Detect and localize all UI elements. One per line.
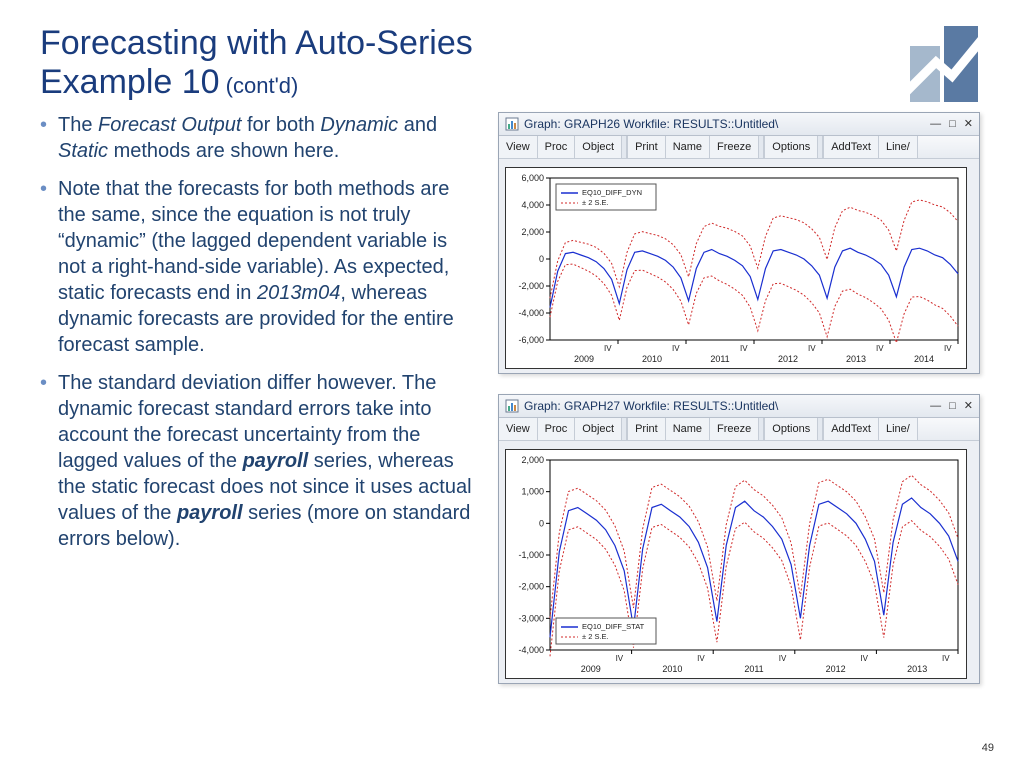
minimize-button[interactable]: — (930, 401, 941, 412)
title-contd: (cont'd) (220, 73, 299, 98)
maximize-button[interactable]: □ (949, 401, 956, 412)
window-titlebar: Graph: GRAPH27 Workfile: RESULTS::Untitl… (499, 395, 979, 418)
graphs-column: Graph: GRAPH26 Workfile: RESULTS::Untitl… (498, 112, 984, 684)
toolbar-button[interactable]: Options (765, 136, 818, 158)
logo-chart-icon (904, 18, 994, 102)
graph-window: Graph: GRAPH27 Workfile: RESULTS::Untitl… (498, 394, 980, 684)
svg-text:2013: 2013 (907, 664, 927, 674)
svg-text:IV: IV (604, 344, 612, 353)
svg-text:IV: IV (697, 654, 705, 663)
toolbar-button[interactable]: Name (666, 136, 710, 158)
svg-text:2012: 2012 (778, 354, 798, 364)
title-block: Forecasting with Auto-Series Example 10 … (40, 24, 984, 102)
svg-text:2012: 2012 (826, 664, 846, 674)
toolbar-button[interactable]: Line/ (879, 418, 918, 440)
svg-text:0: 0 (539, 519, 544, 529)
window-titlebar: Graph: GRAPH26 Workfile: RESULTS::Untitl… (499, 113, 979, 136)
svg-text:± 2 S.E.: ± 2 S.E. (582, 632, 609, 641)
svg-text:2014: 2014 (914, 354, 934, 364)
toolbar-button[interactable]: Object (575, 136, 622, 158)
svg-text:IV: IV (740, 344, 748, 353)
title-example: Example 10 (40, 63, 220, 101)
svg-text:2009: 2009 (581, 664, 601, 674)
bullet-item: Note that the forecasts for both methods… (40, 176, 480, 358)
svg-text:IV: IV (942, 654, 950, 663)
svg-text:IV: IV (672, 344, 680, 353)
svg-text:IV: IV (779, 654, 787, 663)
window-toolbar: ViewProcObject PrintNameFreeze Options AddT… (499, 418, 979, 441)
graph-window: Graph: GRAPH26 Workfile: RESULTS::Untitl… (498, 112, 980, 374)
toolbar-button[interactable]: Line/ (879, 136, 918, 158)
svg-text:IV: IV (944, 344, 952, 353)
svg-text:-4,000: -4,000 (518, 308, 544, 318)
toolbar-button[interactable]: View (499, 136, 538, 158)
toolbar-button[interactable]: Freeze (710, 418, 759, 440)
graph-window-icon (505, 399, 519, 413)
svg-text:± 2 S.E.: ± 2 S.E. (582, 198, 609, 207)
toolbar-button[interactable]: Object (575, 418, 622, 440)
svg-text:IV: IV (860, 654, 868, 663)
graph-window-icon (505, 117, 519, 131)
svg-text:EQ10_DIFF_DYN: EQ10_DIFF_DYN (582, 188, 642, 197)
svg-text:2,000: 2,000 (521, 227, 544, 237)
window-title: Graph: GRAPH27 Workfile: RESULTS::Untitl… (524, 399, 925, 413)
toolbar-button[interactable]: Options (765, 418, 818, 440)
svg-text:2009: 2009 (574, 354, 594, 364)
window-title: Graph: GRAPH26 Workfile: RESULTS::Untitl… (524, 117, 925, 131)
toolbar-button[interactable]: Freeze (710, 136, 759, 158)
toolbar-button[interactable]: AddText (824, 418, 879, 440)
toolbar-button[interactable]: View (499, 418, 538, 440)
svg-text:-2,000: -2,000 (518, 582, 544, 592)
toolbar-button[interactable]: Name (666, 418, 710, 440)
plot-area: 6,000 4,000 2,000 0 -2,000 -4,000 -6,000 2009 IV… (499, 159, 979, 373)
svg-text:2011: 2011 (710, 354, 729, 364)
minimize-button[interactable]: — (930, 119, 941, 130)
svg-text:-4,000: -4,000 (518, 645, 544, 655)
svg-text:2010: 2010 (642, 354, 662, 364)
bullet-item: The Forecast Output for both Dynamic and… (40, 112, 480, 164)
window-toolbar: ViewProcObject PrintNameFreeze Options AddT… (499, 136, 979, 159)
toolbar-button[interactable]: Print (628, 418, 666, 440)
svg-text:0: 0 (539, 254, 544, 264)
plot-area: 2,000 1,000 0 -1,000 -2,000 -3,000 -4,000 2009 I… (499, 441, 979, 683)
svg-text:1,000: 1,000 (521, 487, 544, 497)
svg-text:2011: 2011 (744, 664, 763, 674)
svg-text:2010: 2010 (662, 664, 682, 674)
svg-text:-3,000: -3,000 (518, 614, 544, 624)
toolbar-button[interactable]: AddText (824, 136, 879, 158)
svg-text:4,000: 4,000 (521, 200, 544, 210)
toolbar-button[interactable]: Print (628, 136, 666, 158)
close-button[interactable]: ✕ (964, 119, 973, 130)
content-row: The Forecast Output for both Dynamic and… (40, 112, 984, 684)
bullet-item: The standard deviation differ however. T… (40, 370, 480, 552)
maximize-button[interactable]: □ (949, 119, 956, 130)
slide: Forecasting with Auto-Series Example 10 … (0, 0, 1024, 768)
bullet-list: The Forecast Output for both Dynamic and… (40, 112, 480, 684)
close-button[interactable]: ✕ (964, 401, 973, 412)
title-line1: Forecasting with Auto-Series (40, 24, 984, 63)
page-number: 49 (982, 742, 994, 754)
svg-text:IV: IV (808, 344, 816, 353)
svg-text:-6,000: -6,000 (518, 335, 544, 345)
svg-text:2013: 2013 (846, 354, 866, 364)
svg-text:2,000: 2,000 (521, 455, 544, 465)
svg-text:6,000: 6,000 (521, 173, 544, 183)
toolbar-button[interactable]: Proc (538, 136, 576, 158)
title-line2: Example 10 (cont'd) (40, 63, 984, 102)
toolbar-button[interactable]: Proc (538, 418, 576, 440)
svg-text:-1,000: -1,000 (518, 550, 544, 560)
svg-text:EQ10_DIFF_STAT: EQ10_DIFF_STAT (582, 622, 645, 631)
svg-text:IV: IV (876, 344, 884, 353)
svg-text:IV: IV (616, 654, 624, 663)
svg-text:-2,000: -2,000 (518, 281, 544, 291)
